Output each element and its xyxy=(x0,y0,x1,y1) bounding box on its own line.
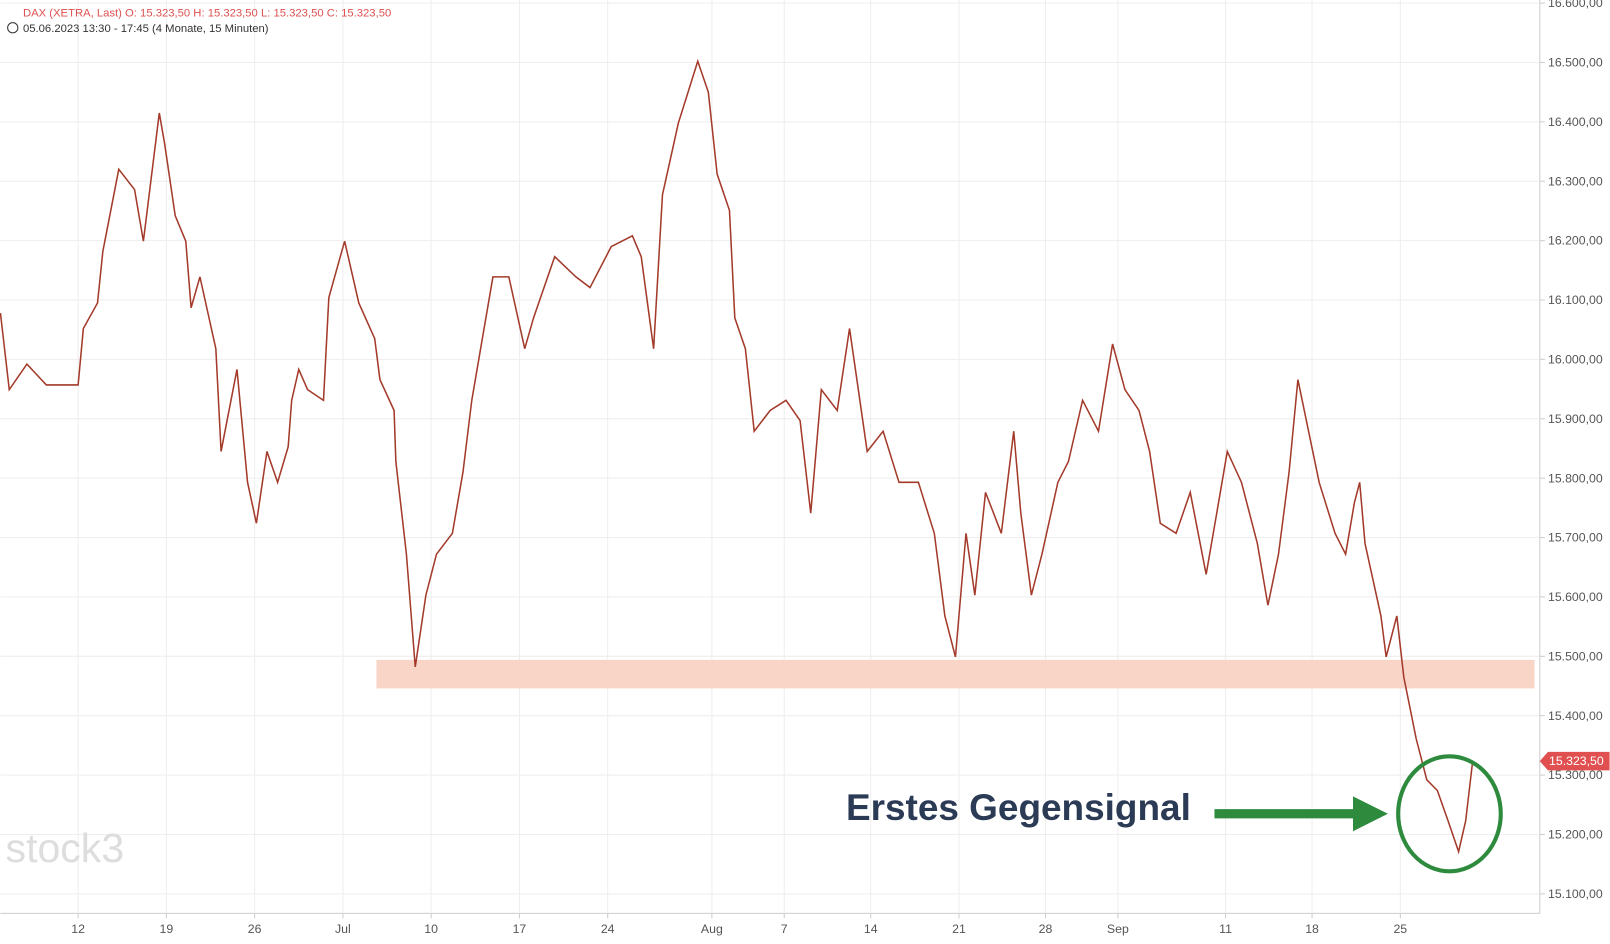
highlight-circle xyxy=(1396,754,1503,874)
marks xyxy=(0,58,1535,855)
x-tick-label: 26 xyxy=(248,922,262,936)
x-tick-label: 14 xyxy=(864,922,878,936)
y-tick-label: 15.900,00 xyxy=(1548,412,1603,426)
watermark: stock3 xyxy=(6,825,125,871)
price-tag xyxy=(1539,751,1610,771)
y-tick-label: 15.200,00 xyxy=(1548,828,1603,842)
x-tick-label: 7 xyxy=(781,922,788,936)
y-tick-label: 15.500,00 xyxy=(1548,649,1603,663)
y-tick-label: 15.400,00 xyxy=(1548,709,1603,723)
y-tick-label: 16.600,00 xyxy=(1548,0,1603,10)
support-zone xyxy=(376,659,1535,689)
y-tick-label: 15.300,00 xyxy=(1548,768,1603,782)
y-tick-label: 15.100,00 xyxy=(1548,887,1603,901)
x-tick-label: Aug xyxy=(701,922,723,936)
price-line xyxy=(0,58,1474,855)
y-tick-label: 16.100,00 xyxy=(1548,293,1603,307)
y-tick-label: 16.400,00 xyxy=(1548,115,1603,129)
grid xyxy=(0,0,1545,919)
y-tick-label: 15.600,00 xyxy=(1548,590,1603,604)
header: DAX (XETRA, Last) O: 15.323,50 H: 15.323… xyxy=(23,7,391,19)
clock-icon xyxy=(7,22,19,34)
x-tick-label: 28 xyxy=(1039,922,1053,936)
x-tick-label: Sep xyxy=(1107,922,1129,936)
y-tick-label: 15.800,00 xyxy=(1548,471,1603,485)
x-tick-label: 19 xyxy=(160,922,174,936)
x-tick-label: Jul xyxy=(335,922,351,936)
annotation: Erstes Gegensignal xyxy=(846,787,1191,828)
y-tick-label: 16.300,00 xyxy=(1548,174,1603,188)
arrow-head xyxy=(1353,796,1388,832)
y-tick-label: 16.500,00 xyxy=(1548,56,1603,70)
x-tick-label: 24 xyxy=(601,922,615,936)
y-tick-label: 16.000,00 xyxy=(1548,352,1603,366)
y-tick-label: 16.200,00 xyxy=(1548,234,1603,248)
x-tick-label: 12 xyxy=(71,922,85,936)
subheader: 05.06.2023 13:30 - 17:45 (4 Monate, 15 M… xyxy=(23,23,269,35)
x-tick-label: 17 xyxy=(513,922,527,936)
x-tick-label: 10 xyxy=(424,922,438,936)
y-tick-label: 15.700,00 xyxy=(1548,531,1603,545)
price-tag-label: 15.323,50 xyxy=(1549,754,1604,768)
x-tick-label: 25 xyxy=(1393,922,1407,936)
x-tick-label: 18 xyxy=(1305,922,1319,936)
icon xyxy=(5,5,16,16)
x-tick-label: 21 xyxy=(952,922,966,936)
x-tick-label: 11 xyxy=(1219,922,1232,936)
